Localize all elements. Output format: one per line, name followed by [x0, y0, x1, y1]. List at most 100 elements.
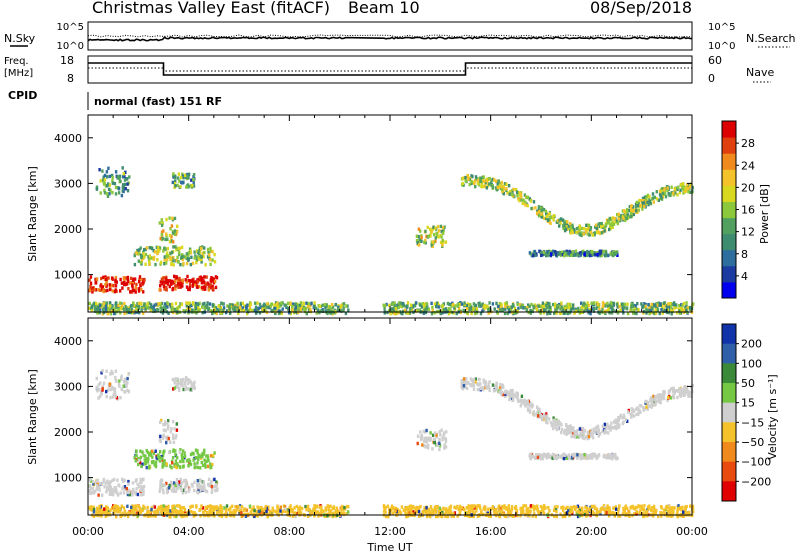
- heatmap-cell: [645, 311, 648, 315]
- heatmap-cell: [126, 388, 129, 392]
- heatmap-cell: [563, 250, 566, 254]
- heatmap-cell: [169, 302, 172, 307]
- date-label: 08/Sep/2018: [590, 0, 692, 17]
- heatmap-cell: [539, 411, 542, 416]
- heatmap-cell: [643, 504, 646, 508]
- heatmap-cell: [437, 309, 440, 314]
- heatmap-cell: [525, 402, 529, 407]
- heatmap-cell: [172, 481, 176, 485]
- heatmap-cell: [634, 505, 638, 510]
- heatmap-cell: [651, 192, 655, 196]
- heatmap-cell: [613, 455, 616, 459]
- heatmap-cell: [586, 301, 589, 305]
- heatmap-cell: [603, 309, 607, 314]
- heatmap-cell: [183, 507, 187, 512]
- heatmap-cell: [130, 510, 133, 515]
- heatmap-cell: [218, 509, 221, 514]
- heatmap-cell: [163, 287, 166, 291]
- heatmap-cell: [424, 445, 427, 449]
- freq-tick-bottom: 8: [67, 72, 74, 85]
- heatmap-cell: [144, 252, 148, 257]
- heatmap-cell: [200, 487, 203, 491]
- heatmap-cell: [112, 392, 115, 396]
- heatmap-cell: [238, 305, 242, 310]
- heatmap-cell: [119, 289, 122, 293]
- heatmap-cell: [535, 308, 539, 312]
- heatmap-cell: [291, 304, 294, 309]
- heatmap-cell: [585, 227, 588, 232]
- heatmap-cell: [172, 387, 175, 391]
- heatmap-cell: [147, 301, 151, 305]
- heatmap-cell: [598, 307, 601, 311]
- heatmap-cell: [170, 261, 173, 266]
- heatmap-cell: [600, 253, 603, 258]
- heatmap-cell: [174, 483, 177, 488]
- heatmap-cell: [138, 275, 142, 279]
- heatmap-cell: [441, 309, 444, 313]
- heatmap-cell: [114, 375, 117, 380]
- heatmap-cell: [426, 511, 429, 515]
- heatmap-cell: [535, 411, 538, 416]
- heatmap-cell: [121, 479, 125, 483]
- heatmap-cell: [526, 408, 530, 412]
- heatmap-cell: [681, 185, 684, 189]
- heatmap-cell: [211, 287, 214, 291]
- heatmap-cell: [159, 480, 163, 485]
- heatmap-cell: [192, 510, 195, 515]
- heatmap-cell: [432, 225, 435, 229]
- heatmap-cell: [556, 305, 559, 310]
- heatmap-cell: [569, 302, 572, 307]
- heatmap-cell: [118, 379, 121, 383]
- heatmap-cell: [110, 309, 114, 313]
- heatmap-cell: [653, 398, 657, 402]
- heatmap-cell: [435, 435, 438, 439]
- heatmap-cell: [672, 301, 676, 305]
- heatmap-cell: [204, 465, 207, 469]
- heatmap-cell: [425, 234, 428, 238]
- heatmap-cell: [431, 305, 434, 310]
- heatmap-cell: [172, 436, 175, 440]
- heatmap-cell: [586, 253, 589, 258]
- heatmap-cell: [580, 301, 583, 305]
- heatmap-cell: [104, 283, 107, 287]
- heatmap-cell: [101, 385, 104, 389]
- heatmap-cell: [691, 185, 694, 190]
- heatmap-cell: [557, 424, 560, 428]
- heatmap-cell: [212, 277, 215, 281]
- heatmap-cell: [670, 509, 674, 513]
- heatmap-cell: [321, 307, 324, 312]
- heatmap-cell: [423, 240, 426, 244]
- heatmap-cell: [599, 508, 602, 512]
- heatmap-cell: [639, 410, 642, 414]
- heatmap-cell: [162, 422, 165, 427]
- heatmap-cell: [636, 200, 639, 205]
- heatmap-cell: [507, 307, 511, 312]
- heatmap-cell: [313, 514, 316, 518]
- heatmap-cell: [591, 435, 595, 440]
- heatmap-cell: [115, 396, 119, 400]
- heatmap-cell: [178, 480, 181, 484]
- heatmap-cell: [173, 308, 176, 312]
- heatmap-cell: [176, 306, 180, 310]
- heatmap-cell: [639, 203, 642, 207]
- heatmap-cell: [160, 418, 163, 423]
- heatmap-cell: [521, 399, 524, 403]
- heatmap-cell: [615, 302, 619, 307]
- heatmap-cell: [99, 390, 103, 395]
- heatmap-cell: [179, 448, 182, 452]
- heatmap-cell: [441, 243, 444, 247]
- heatmap-cell: [184, 490, 187, 495]
- heatmap-cell: [218, 506, 221, 510]
- heatmap-cell: [209, 249, 213, 253]
- heatmap-cell: [181, 257, 184, 262]
- heatmap-cell: [121, 485, 125, 489]
- heatmap-cell: [539, 415, 542, 420]
- heatmap-cell: [265, 305, 268, 309]
- heatmap-cell: [156, 307, 159, 312]
- heatmap-cell: [143, 506, 146, 510]
- heatmap-cell: [523, 402, 526, 406]
- heatmap-cell: [500, 184, 503, 189]
- heatmap-cell: [109, 312, 113, 316]
- heatmap-cell: [199, 275, 202, 279]
- heatmap-cell: [622, 302, 625, 307]
